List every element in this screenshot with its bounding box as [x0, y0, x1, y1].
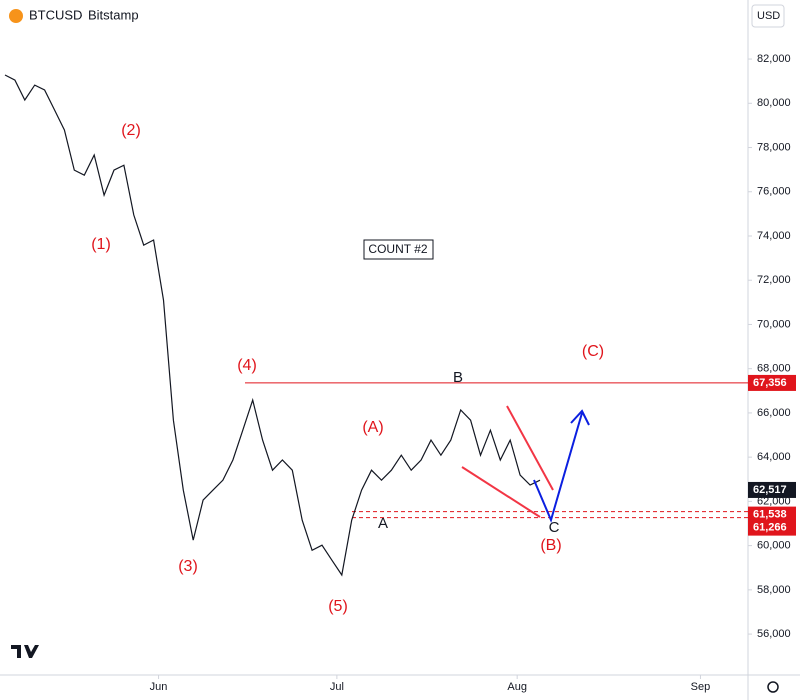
x-tick-label: Sep — [691, 681, 711, 693]
x-tick-label: Aug — [507, 681, 527, 693]
settings-icon[interactable] — [767, 681, 779, 693]
wave-label: B — [453, 369, 463, 386]
y-tick-label: 72,000 — [757, 274, 791, 286]
y-tick-label: 70,000 — [757, 318, 791, 330]
y-tick-label: 76,000 — [757, 186, 791, 198]
price-tag — [748, 506, 796, 523]
separator: · — [79, 7, 83, 22]
header: BTCUSD · Bitstamp — [9, 7, 139, 23]
y-tick-label: 82,000 — [757, 53, 791, 65]
y-tick-label: 74,000 — [757, 230, 791, 242]
price-tag — [748, 481, 796, 498]
count-box — [363, 239, 434, 260]
wave-label: (5) — [328, 598, 348, 615]
price-tag-label: 67,356 — [753, 377, 787, 389]
y-tick-label: 56,000 — [757, 628, 791, 640]
wave-label: (4) — [237, 357, 257, 374]
price-tag — [748, 374, 796, 391]
y-tick-label: 58,000 — [757, 584, 791, 596]
price-tag-label: 61,538 — [753, 509, 787, 521]
currency-button[interactable] — [751, 4, 785, 28]
arrow-head — [570, 409, 590, 426]
wedge-line — [506, 405, 554, 491]
tv-logo — [11, 645, 39, 658]
wedge-line — [461, 466, 541, 518]
price-tag-label: 61,266 — [753, 522, 787, 534]
wave-label: (C) — [582, 343, 604, 360]
coin-icon — [9, 9, 23, 23]
wave-label: (1) — [91, 236, 111, 253]
price-tag — [748, 519, 796, 536]
symbol: BTCUSD — [29, 7, 82, 22]
projection-arrow — [533, 412, 583, 523]
y-tick-label: 68,000 — [757, 363, 791, 375]
wave-label: C — [549, 519, 560, 536]
currency[interactable]: USD — [757, 10, 780, 22]
x-tick-label: Jun — [150, 681, 168, 693]
logo — [11, 645, 39, 658]
x-tick-label: Jul — [330, 681, 344, 693]
y-tick-label: 66,000 — [757, 407, 791, 419]
y-tick-label: 62,000 — [757, 495, 791, 507]
y-tick-label: 78,000 — [757, 141, 791, 153]
y-tick-label: 64,000 — [757, 451, 791, 463]
wave-label: A — [378, 515, 388, 532]
plot — [4, 74, 748, 577]
wave-label: (B) — [540, 537, 561, 554]
count-label: COUNT #2 — [368, 242, 427, 256]
price-tag-label: 62,517 — [753, 484, 787, 496]
drawings: (1) (2) (3) (4) (5) (A) (B) (C) A B C CO… — [91, 122, 604, 615]
y-tick-label: 80,000 — [757, 97, 791, 109]
wave-label: (A) — [362, 419, 383, 436]
wave-label: (2) — [121, 122, 141, 139]
y-tick-label: 60,000 — [757, 540, 791, 552]
exchange: Bitstamp — [88, 7, 139, 22]
wave-label: (3) — [178, 558, 198, 575]
price-line — [4, 74, 541, 577]
